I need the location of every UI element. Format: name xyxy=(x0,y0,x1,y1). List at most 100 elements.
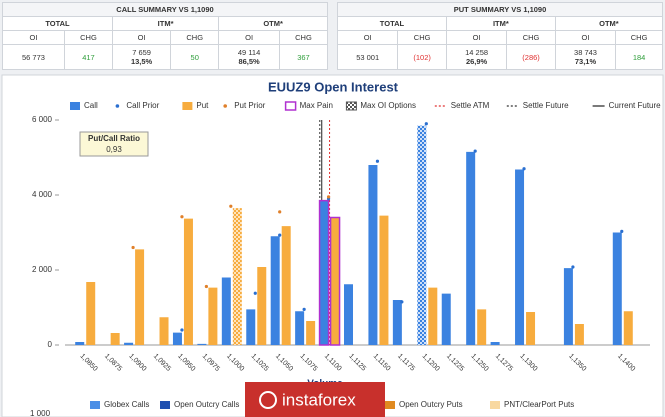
bar xyxy=(392,300,402,345)
cell: 53 001 xyxy=(336,44,399,70)
group-header: ITM* xyxy=(445,16,556,31)
column-header: OI xyxy=(445,30,508,45)
column-header: CHG xyxy=(397,30,447,45)
cell-value: 38 743 xyxy=(574,48,597,57)
legend-swatch xyxy=(345,101,357,111)
legend-label: Settle Future xyxy=(523,101,569,110)
bar xyxy=(344,284,353,345)
bar xyxy=(417,125,427,345)
row: TOTAL ITM* OTM* xyxy=(337,16,664,31)
group-header: TOTAL xyxy=(337,16,447,31)
prior-dot xyxy=(473,149,477,153)
otm-share: 86,5% xyxy=(238,57,260,66)
group-header: OTM* xyxy=(218,16,328,31)
row: 56 773 417 7 659 13,5% 50 49 114 86,5% 367 xyxy=(2,44,329,70)
legend-label: Call xyxy=(84,101,98,110)
cell: 50 xyxy=(170,44,220,70)
legend-label: Put Prior xyxy=(234,101,265,110)
prior-dot xyxy=(229,204,233,208)
prior-dot xyxy=(326,195,331,199)
y-tick-label: 4 000 xyxy=(32,190,53,199)
column-header: CHG xyxy=(506,30,556,45)
cell-value: 367 xyxy=(297,52,310,62)
bar xyxy=(75,342,85,345)
otm-share: 73,1% xyxy=(574,57,597,66)
bar xyxy=(318,199,330,346)
column-header: OI xyxy=(554,30,617,45)
prior-dot xyxy=(522,167,526,171)
row: CALL SUMMARY VS 1,1090 xyxy=(2,2,328,17)
legend-label: Open Outcry Calls xyxy=(174,400,239,409)
column-header: OI xyxy=(2,30,65,45)
legend-swatch xyxy=(385,401,395,409)
legend-label: Max OI Options xyxy=(360,101,416,110)
table-title: CALL SUMMARY VS 1,1090 xyxy=(2,2,328,17)
column-header: CHG xyxy=(170,30,220,45)
itm-share: 26,9% xyxy=(465,57,488,66)
bar xyxy=(281,226,291,345)
bar xyxy=(124,342,134,345)
bar xyxy=(490,342,500,345)
cell-value: (102) xyxy=(413,52,431,62)
prior-dot xyxy=(131,245,135,250)
table-title: PUT SUMMARY VS 1,1090 xyxy=(337,2,663,17)
cell: 7 659 13,5% xyxy=(111,44,172,70)
itm-share: 13,5% xyxy=(130,57,153,66)
cell-value: 7 659 xyxy=(132,48,151,57)
bar xyxy=(257,267,267,345)
prior-dot xyxy=(278,210,282,214)
bar xyxy=(232,208,242,345)
bar xyxy=(428,287,438,345)
bar xyxy=(172,332,182,345)
bar xyxy=(379,215,389,345)
bar xyxy=(270,236,280,345)
prior-dot xyxy=(424,122,428,126)
cell-value: 417 xyxy=(82,52,95,62)
chart-title: EUUZ9 Open Interest xyxy=(268,79,399,94)
prior-dot xyxy=(180,328,184,332)
bar xyxy=(526,312,536,345)
bar xyxy=(612,232,622,345)
bar xyxy=(183,218,193,345)
row: TOTAL ITM* OTM* xyxy=(2,16,328,31)
cell-value: (286) xyxy=(522,52,540,62)
group-header: OTM* xyxy=(554,16,664,31)
prior-dot xyxy=(278,233,282,237)
column-header: CHG xyxy=(63,30,113,45)
y-tick-label: 6 000 xyxy=(32,115,53,124)
cell: 49 114 86,5% xyxy=(218,44,280,70)
bar xyxy=(306,321,316,345)
bar xyxy=(110,333,120,345)
legend-swatch xyxy=(490,401,500,409)
cell-value: 53 001 xyxy=(356,52,380,62)
cell-value: 184 xyxy=(632,52,646,62)
legend-swatch xyxy=(90,401,100,409)
cell: 367 xyxy=(278,44,329,70)
row: PUT SUMMARY VS 1,1090 xyxy=(337,2,663,17)
bar xyxy=(329,216,341,346)
cell-value: 49 114 xyxy=(237,48,261,57)
cell: (102) xyxy=(397,44,447,70)
bar xyxy=(623,311,633,345)
row: OI CHG OI CHG OI CHG xyxy=(336,30,663,45)
summary-table: CALL SUMMARY VS 1,1090 TOTAL ITM* OTM* OI CHG… xyxy=(2,2,329,70)
bar xyxy=(368,165,378,345)
cell-value: 14 258 xyxy=(465,48,489,57)
group-header: TOTAL xyxy=(2,16,113,31)
bar xyxy=(159,317,169,345)
column-header: OI xyxy=(218,30,280,45)
cell: 417 xyxy=(63,44,113,70)
prior-dot xyxy=(375,159,380,163)
column-header: OI xyxy=(111,30,172,45)
legend-label: PNT/ClearPort Puts xyxy=(504,400,574,409)
legend-swatch xyxy=(70,102,80,110)
prior-dot xyxy=(253,291,257,295)
bar xyxy=(197,343,207,345)
ratio-box xyxy=(79,131,149,157)
legend-swatch xyxy=(284,101,297,111)
legend-label: Globex Calls xyxy=(104,400,149,409)
legend-label: Settle ATM xyxy=(451,101,490,110)
bar xyxy=(246,309,256,345)
